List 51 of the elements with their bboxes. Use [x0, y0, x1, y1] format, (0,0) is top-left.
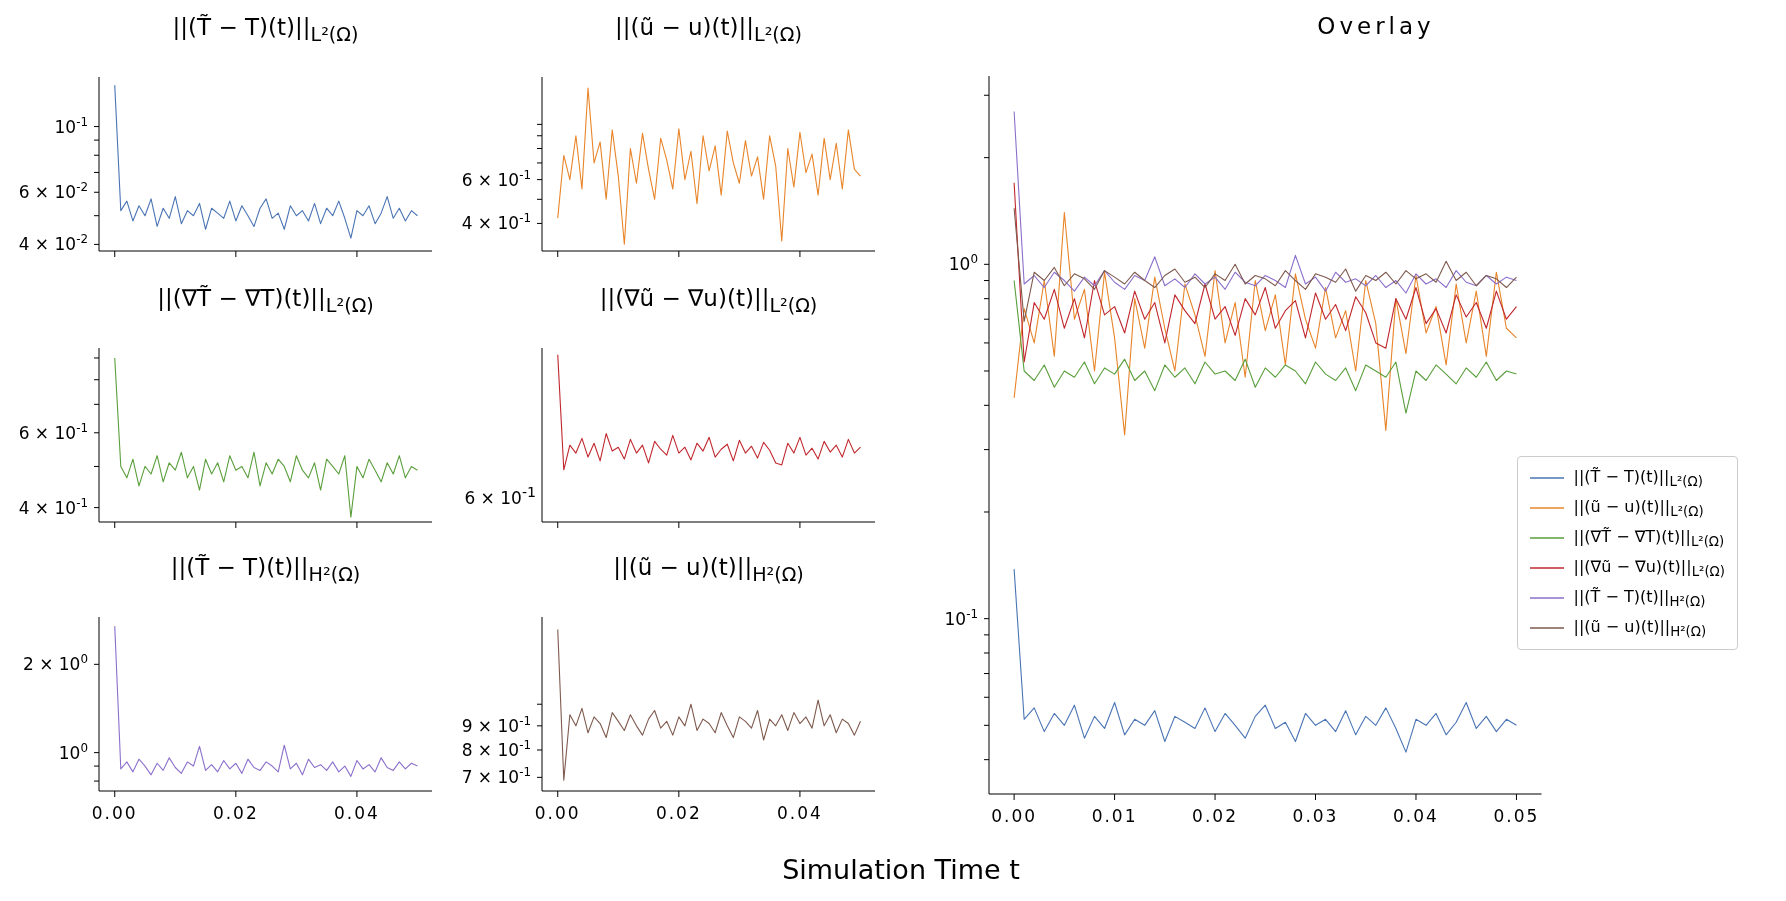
chart-title: ||(ũ − u)(t)||$_{L²(Ω)}$ — [614, 14, 803, 48]
line-series — [1013, 110, 1517, 294]
x-tick-label: 0.00 — [534, 803, 581, 823]
chart-title: Overlay — [1316, 13, 1436, 41]
legend-label: ||(T̃ − T)(t)||$_{H²(Ω)}$ — [1573, 586, 1706, 610]
line-series — [1013, 211, 1517, 436]
y-tick-label: 6 × 10$^{-1}$ — [18, 420, 88, 443]
x-tick-label: 0.04 — [776, 803, 823, 823]
y-tick-label: 2 × 10$^{0}$ — [22, 652, 88, 675]
chart-title: ||(T̃ − T)(t)||$_{L²(Ω)}$ — [171, 14, 360, 48]
x-axis-title: Simulation Time t — [781, 854, 1021, 885]
y-tick-label: 6 × 10$^{-1}$ — [461, 167, 531, 190]
y-tick-label: 7 × 10$^{-1}$ — [461, 765, 531, 788]
x-tick-label: 0.05 — [1493, 806, 1540, 826]
y-tick-label: 6 × 10$^{-2}$ — [18, 180, 88, 203]
y-tick-label: 9 × 10$^{-1}$ — [461, 713, 531, 736]
y-tick-label: 10$^{0}$ — [58, 740, 88, 763]
line-series — [557, 87, 862, 245]
y-tick-label: 10$^{-1}$ — [944, 606, 978, 629]
chart-title: ||(∇T̃ − ∇T)(t)||$_{L²(Ω)}$ — [156, 285, 375, 319]
x-tick-label: 0.04 — [1393, 806, 1439, 826]
line-series — [1013, 182, 1517, 363]
x-tick-label: 0.02 — [655, 803, 702, 823]
x-tick-label: 0.02 — [1192, 806, 1238, 826]
line-series — [114, 84, 419, 239]
legend-label: ||(∇ũ − ∇u)(t)||$_{L²(Ω)}$ — [1573, 556, 1725, 580]
line-series — [114, 357, 419, 518]
y-tick-label: 4 × 10$^{-2}$ — [18, 232, 88, 255]
chart-title: ||(T̃ − T)(t)||$_{H²(Ω)}$ — [169, 554, 362, 588]
x-tick-label: 0.00 — [91, 803, 138, 823]
line-series — [1013, 279, 1517, 414]
x-tick-label: 0.00 — [991, 806, 1038, 826]
x-tick-label: 0.01 — [1091, 806, 1138, 826]
chart-title: ||(ũ − u)(t)||$_{H²(Ω)}$ — [612, 554, 805, 588]
line-series — [1013, 207, 1517, 322]
legend-label: ||(ũ − u)(t)||$_{H²(Ω)}$ — [1573, 616, 1707, 640]
chart-title: ||(∇ũ − ∇u)(t)||$_{L²(Ω)}$ — [598, 285, 819, 319]
line-series — [557, 628, 862, 781]
line-series — [1013, 568, 1517, 753]
x-tick-label: 0.04 — [333, 803, 380, 823]
legend-label: ||(∇T̃ − ∇T)(t)||$_{L²(Ω)}$ — [1573, 526, 1725, 550]
line-series — [114, 625, 419, 777]
legend-label: ||(ũ − u)(t)||$_{L²(Ω)}$ — [1573, 496, 1704, 520]
x-tick-label: 0.03 — [1292, 806, 1339, 826]
y-tick-label: 10$^{0}$ — [948, 252, 978, 275]
y-tick-label: 8 × 10$^{-1}$ — [461, 737, 531, 760]
x-tick-label: 0.02 — [212, 803, 259, 823]
legend-label: ||(T̃ − T)(t)||$_{L²(Ω)}$ — [1573, 466, 1703, 490]
y-tick-label: 4 × 10$^{-1}$ — [461, 211, 531, 234]
y-tick-label: 4 × 10$^{-1}$ — [18, 495, 88, 518]
y-tick-label: 10$^{-1}$ — [54, 114, 88, 137]
